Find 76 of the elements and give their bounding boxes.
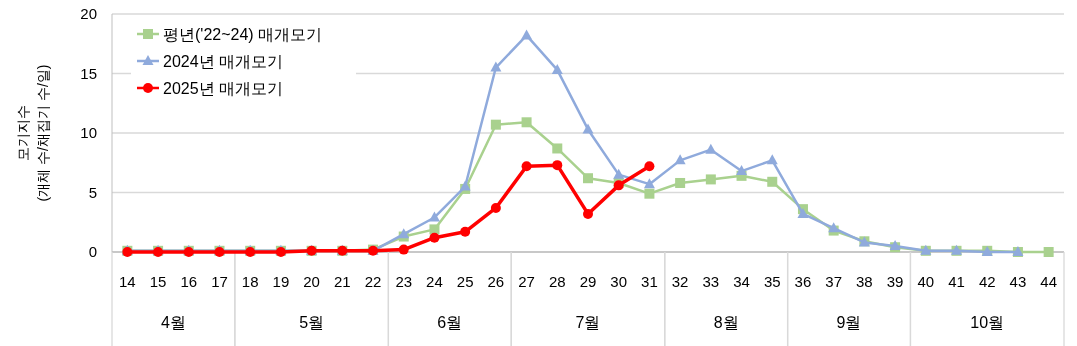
x-tick-label: 28 — [548, 273, 566, 290]
point — [675, 177, 686, 188]
point — [582, 123, 594, 134]
x-tick-label: 24 — [426, 273, 443, 290]
x-tick-label: 42 — [978, 273, 996, 290]
point — [490, 61, 502, 72]
point — [1043, 247, 1054, 257]
point — [551, 63, 563, 74]
x-tick-label: 17 — [211, 273, 228, 290]
point — [429, 232, 440, 243]
point — [674, 154, 686, 165]
y-tick-label: 15 — [80, 64, 97, 82]
point — [521, 117, 532, 128]
point — [705, 143, 717, 154]
point — [766, 154, 778, 165]
x-tick-label: 29 — [579, 273, 597, 290]
x-tick-label: 41 — [948, 273, 965, 290]
x-tick-label: 25 — [456, 273, 474, 290]
point — [767, 176, 778, 187]
point — [552, 143, 563, 154]
point — [521, 29, 533, 40]
x-tick-label: 39 — [886, 273, 904, 290]
text: 9월 — [836, 314, 862, 331]
y-tick-label: 10 — [80, 124, 97, 141]
y-tick-label: 20 — [80, 5, 97, 22]
point — [643, 178, 655, 189]
x-tick-label: 19 — [272, 273, 290, 290]
point — [736, 165, 748, 176]
x-tick-label: 30 — [610, 273, 628, 290]
point — [398, 244, 409, 255]
point — [429, 224, 440, 235]
x-tick-label: 32 — [671, 273, 689, 290]
x-tick-label: 20 — [303, 273, 320, 290]
point — [428, 211, 440, 222]
point — [460, 226, 471, 237]
point — [583, 208, 593, 219]
x-tick-label: 18 — [241, 273, 259, 290]
y-tick-label: 5 — [88, 183, 97, 201]
x-tick-label: 14 — [119, 273, 136, 290]
x-tick-label: 36 — [794, 273, 812, 290]
x-tick-label: 35 — [763, 273, 781, 290]
point — [644, 188, 655, 199]
legend-label: 평년('22~24) 매개모기 — [163, 26, 323, 43]
point — [705, 174, 716, 185]
x-tick-label: 26 — [487, 273, 505, 290]
legend-label: 2025년 매개모기 — [163, 80, 284, 97]
text: 8월 — [713, 314, 739, 331]
y-tick-label: 0 — [88, 243, 97, 260]
point — [521, 161, 532, 172]
point — [644, 161, 655, 172]
y-axis-title: 모기지수 (개체 수/채집기 수/일) — [15, 64, 51, 202]
text: 5월 — [299, 314, 325, 331]
point — [490, 119, 501, 130]
x-tick-label: 22 — [364, 273, 382, 290]
x-tick-label: 27 — [518, 273, 535, 290]
x-tick-label: 34 — [733, 273, 750, 290]
point — [490, 202, 501, 213]
point — [613, 168, 625, 179]
point — [583, 173, 593, 184]
x-tick-label: 44 — [1040, 273, 1057, 290]
x-tick-label: 33 — [702, 273, 720, 290]
x-tick-label: 38 — [856, 273, 873, 290]
x-tick-label: 16 — [180, 273, 198, 290]
text: 10월 — [970, 314, 1005, 331]
x-tick-label: 31 — [641, 273, 658, 290]
x-tick-label: 21 — [333, 273, 351, 290]
text: 7월 — [575, 314, 601, 331]
text: 6월 — [437, 314, 463, 331]
x-tick-label: 40 — [917, 273, 935, 290]
point — [552, 160, 563, 171]
x-tick-label: 43 — [1009, 273, 1027, 290]
legend-label: 2024년 매개모기 — [163, 53, 284, 70]
x-tick-label: 15 — [149, 273, 167, 290]
text: 4월 — [160, 314, 186, 331]
x-tick-label: 23 — [395, 273, 413, 290]
x-tick-label: 37 — [825, 273, 843, 290]
